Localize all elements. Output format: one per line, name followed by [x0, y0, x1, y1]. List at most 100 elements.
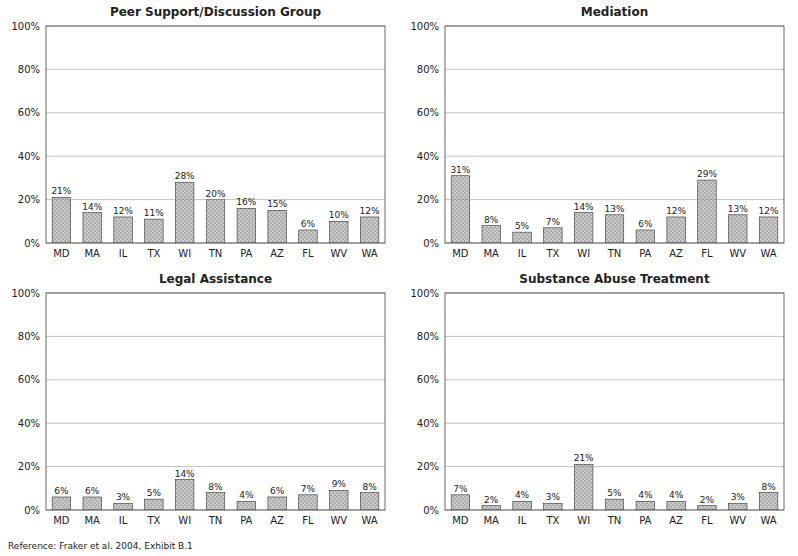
y-tick-label: 0% — [423, 505, 439, 516]
y-tick-label: 60% — [18, 107, 40, 118]
bar-hatch — [574, 213, 592, 243]
bar-hatch — [729, 215, 747, 243]
bar — [114, 503, 132, 510]
bar — [729, 503, 747, 510]
data-label: 6% — [85, 486, 100, 496]
y-tick-label: 80% — [18, 331, 40, 342]
x-tick-label: MA — [84, 515, 100, 526]
bar-hatch — [698, 506, 716, 510]
bar-hatch — [52, 497, 70, 510]
data-label: 9% — [332, 479, 347, 489]
y-tick-label: 20% — [417, 194, 439, 205]
x-tick-label: PA — [240, 515, 252, 526]
bar-hatch — [83, 497, 101, 510]
bar — [698, 506, 716, 510]
panel: Substance Abuse Treatment0%20%40%60%80%1… — [410, 272, 784, 526]
bar-hatch — [330, 490, 348, 510]
x-tick-label: TN — [607, 515, 622, 526]
grid-line — [445, 423, 784, 424]
bar — [667, 501, 685, 510]
grid-line — [445, 69, 784, 70]
panel: Peer Support/Discussion Group0%20%40%60%… — [11, 5, 385, 259]
x-tick-label: TN — [208, 248, 223, 259]
y-tick-label: 80% — [18, 64, 40, 75]
y-tick-label: 100% — [11, 21, 40, 32]
x-tick-label: IL — [518, 248, 527, 259]
x-tick-label: WA — [361, 248, 377, 259]
data-label: 28% — [175, 171, 195, 181]
data-label: 31% — [450, 165, 470, 175]
x-tick-label: MA — [483, 515, 499, 526]
grid-line — [46, 156, 385, 157]
data-label: 15% — [267, 199, 287, 209]
data-label: 7% — [301, 484, 316, 494]
x-tick-label: TX — [545, 515, 559, 526]
x-tick-label: PA — [639, 248, 651, 259]
data-label: 6% — [270, 486, 285, 496]
x-tick-label: FL — [701, 248, 713, 259]
data-label: 5% — [607, 488, 622, 498]
x-tick-label: WI — [178, 248, 191, 259]
bar — [114, 217, 132, 243]
data-label: 7% — [546, 217, 561, 227]
x-tick-label: WV — [729, 515, 746, 526]
grid-line — [46, 199, 385, 200]
bar-hatch — [544, 228, 562, 243]
grid-line — [445, 466, 784, 467]
data-label: 11% — [144, 208, 164, 218]
data-label: 12% — [113, 206, 133, 216]
bar — [206, 493, 224, 510]
x-tick-label: FL — [701, 515, 713, 526]
bar-hatch — [451, 495, 469, 510]
bar-hatch — [360, 217, 378, 243]
y-tick-label: 60% — [417, 374, 439, 385]
bar-hatch — [729, 503, 747, 510]
y-tick-label: 40% — [18, 418, 40, 429]
x-tick-label: IL — [119, 515, 128, 526]
grid-line — [445, 156, 784, 157]
bar — [268, 210, 286, 243]
bar — [330, 221, 348, 243]
grid-line — [445, 379, 784, 380]
y-tick-label: 100% — [410, 288, 439, 299]
bar-hatch — [145, 219, 163, 243]
x-tick-label: WV — [330, 515, 347, 526]
bar — [83, 497, 101, 510]
bar — [237, 501, 255, 510]
bar-hatch — [482, 506, 500, 510]
x-tick-label: MA — [84, 248, 100, 259]
data-label: 13% — [728, 204, 748, 214]
bar — [451, 495, 469, 510]
bar — [605, 215, 623, 243]
bar-hatch — [759, 217, 777, 243]
grid-line — [46, 379, 385, 380]
y-tick-label: 20% — [417, 461, 439, 472]
x-tick-label: WA — [760, 515, 776, 526]
bar-hatch — [513, 232, 531, 243]
bar-hatch — [330, 221, 348, 243]
grid-line — [46, 466, 385, 467]
x-tick-label: WI — [577, 248, 590, 259]
bar-hatch — [482, 226, 500, 243]
data-label: 7% — [453, 484, 468, 494]
grid-line — [46, 112, 385, 113]
x-tick-label: TX — [146, 248, 160, 259]
x-tick-label: WI — [577, 515, 590, 526]
bar-hatch — [268, 497, 286, 510]
y-tick-label: 80% — [417, 331, 439, 342]
y-tick-label: 20% — [18, 461, 40, 472]
data-label: 8% — [761, 482, 776, 492]
plot-frame — [445, 293, 784, 510]
data-label: 14% — [574, 202, 594, 212]
bar — [482, 506, 500, 510]
bar — [360, 493, 378, 510]
y-tick-label: 0% — [24, 505, 40, 516]
y-tick-label: 80% — [417, 64, 439, 75]
bars — [451, 176, 778, 243]
reference-note: Reference: Fraker et al. 2004, Exhibit B… — [8, 541, 193, 551]
bar — [729, 215, 747, 243]
x-tick-label: WV — [729, 248, 746, 259]
bar-hatch — [759, 493, 777, 510]
data-label: 6% — [638, 219, 653, 229]
data-label: 4% — [515, 490, 530, 500]
